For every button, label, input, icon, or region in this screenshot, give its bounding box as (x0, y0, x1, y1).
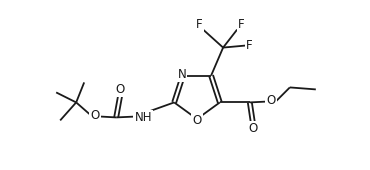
Text: F: F (246, 39, 252, 52)
Text: NH: NH (134, 111, 152, 124)
Text: O: O (266, 94, 275, 107)
Text: O: O (248, 122, 258, 135)
Text: F: F (196, 18, 202, 31)
Text: F: F (238, 18, 245, 31)
Text: O: O (115, 83, 125, 96)
Text: O: O (192, 115, 202, 128)
Text: O: O (91, 109, 100, 122)
Text: N: N (178, 68, 186, 81)
